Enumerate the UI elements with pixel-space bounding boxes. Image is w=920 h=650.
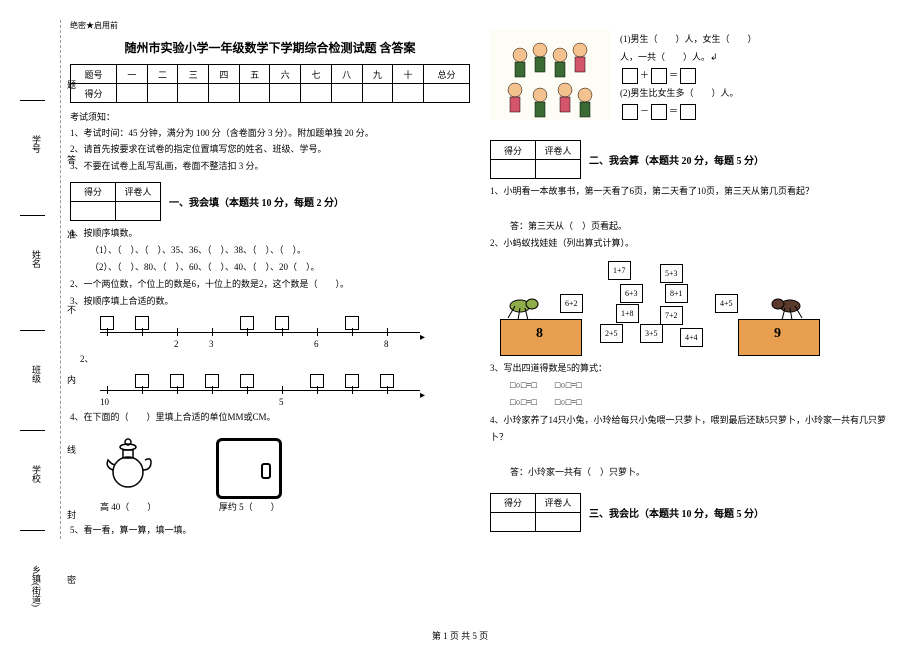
math-card: 7+2 [660,306,683,325]
page-footer: 第 1 页 共 5 页 [0,629,920,642]
score-mini-table: 得分评卷人 [490,140,581,179]
math-card: 2+5 [600,324,623,343]
section-1-title: 一、我会填（本题共 10 分，每题 2 分） [169,194,344,209]
binding-mark: 内 [65,375,78,384]
q5-l3: (2)男生比女生多（ ）人。 [620,84,757,102]
s2-q1-ans: 答：第三天从（ ）页看起。 [490,218,890,235]
note-item: 2、请首先按要求在试卷的指定位置填写您的姓名、班级、学号。 [70,141,470,157]
exam-title: 随州市实验小学一年级数学下学期综合检测试题 含答案 [70,39,470,56]
s2-q2: 2、小蚂蚁找娃娃（列出算式计算）。 [490,235,890,252]
binding-mark: 密 [65,575,78,584]
binding-field: 姓名 [30,250,43,268]
teapot-icon [103,432,153,492]
binding-margin: 乡镇(街道) 学校 班级 姓名 学号 密 封 线 内 不 准 答 题 [30,20,70,539]
math-card: 4+5 [715,294,738,313]
teapot-label: 高 40（ ） [100,499,156,516]
s2-q4-ans: 答：小玲家一共有（ ）只萝卜。 [490,464,890,481]
mini-cell: 得分 [491,493,536,512]
math-card: 4+4 [680,328,703,347]
math-card: 6+2 [560,294,583,313]
left-column: 绝密★启用前 随州市实验小学一年级数学下学期综合检测试题 含答案 题号一二三四五… [70,20,470,539]
secret-label: 绝密★启用前 [70,20,470,31]
number-line-2: ▸ 10 5 [100,372,420,407]
ants-illustration: 8 9 1+7 5+3 6+3 8+1 6+2 1+8 4+5 2+5 3+5 … [490,256,830,356]
binding-field: 乡镇(街道) [30,565,43,607]
score-table: 题号一二三四五六七八九十总分 得分 [70,64,470,103]
right-column: (1)男生（ ）人，女生（ ） 人，一共（ ）人。↲ ＋＝ (2)男生比女生多（… [490,20,890,539]
math-card: 5+3 [660,264,683,283]
section-2-title: 二、我会算（本题共 20 分，每题 5 分） [589,152,764,167]
math-card: 1+7 [608,261,631,280]
wallet-icon [216,438,282,499]
binding-field: 班级 [30,365,43,383]
mini-cell: 评卷人 [116,182,161,201]
binding-field: 学号 [30,135,43,153]
q1: 1、按顺序填数。 [70,225,470,242]
note-item: 1、考试时间：45 分钟，满分为 100 分（含卷面分 3 分）。附加题单独 2… [70,125,470,141]
eq-line: －＝ [620,102,757,120]
q5: 5、看一看，算一算，填一填。 [70,522,470,539]
binding-mark: 题 [65,80,78,89]
note-item: 3、不要在试卷上乱写乱画，卷面不整洁扣 3 分。 [70,158,470,174]
q4: 4、在下面的（ ）里填上合适的单位MM或CM。 [70,409,470,426]
eq-line: ＋＝ [620,66,757,84]
math-card: 8+1 [665,284,688,303]
q2: 2、一个两位数，个位上的数是6，十位上的数是2，这个数是（ ）。 [70,276,470,293]
notes-title: 考试须知： [70,109,470,125]
math-card: 3+5 [640,324,663,343]
q1b: （2）、（ ）、80、（ ）、60、（ ）、40、（ ）、20（ ）。 [70,259,470,276]
binding-field: 学校 [30,465,43,483]
binding-mark: 封 [65,510,78,519]
s2-q4: 4、小玲家养了14只小兔，小玲给每只小兔喂一只萝卜，喂到最后还缺5只萝卜，小玲家… [490,412,890,446]
number-line-1: ▸ 2 3 6 8 [100,314,420,349]
mini-cell: 评卷人 [536,493,581,512]
math-card: 1+8 [616,304,639,323]
nl2-label: 2、 [80,351,470,368]
s2-q3-blank: □○□=□ □○□=□ [490,377,890,394]
mini-cell: 评卷人 [536,141,581,160]
mini-cell: 得分 [71,182,116,201]
mini-cell: 得分 [491,141,536,160]
score-mini-table: 得分评卷人 [70,182,161,221]
binding-mark: 准 [65,230,78,239]
s2-q3-blank: □○□=□ □○□=□ [490,394,890,411]
s2-q3: 3、写出四道得数是5的算式： [490,360,890,377]
kids-illustration [490,30,610,120]
binding-mark: 答 [65,155,78,164]
q3: 3、按顺序填上合适的数。 [70,293,470,310]
q5-l2: 人，一共（ ）人。↲ [620,48,757,66]
section-3-title: 三、我会比（本题共 10 分，每题 5 分） [589,505,764,520]
s2-q1: 1、小明看一本故事书，第一天看了6页，第二天看了10页，第三天从第几页看起？ [490,183,890,200]
q1a: （1）、（ ）、（ ）、35、36、（ ）、38、（ ）、（ ）。 [70,242,470,259]
binding-mark: 线 [65,445,78,454]
wallet-label: 厚约 5（ ） [216,499,282,516]
score-mini-table: 得分评卷人 [490,493,581,532]
q5-l1: (1)男生（ ）人，女生（ ） [620,30,757,48]
binding-mark: 不 [65,305,78,314]
math-card: 6+3 [620,284,643,303]
